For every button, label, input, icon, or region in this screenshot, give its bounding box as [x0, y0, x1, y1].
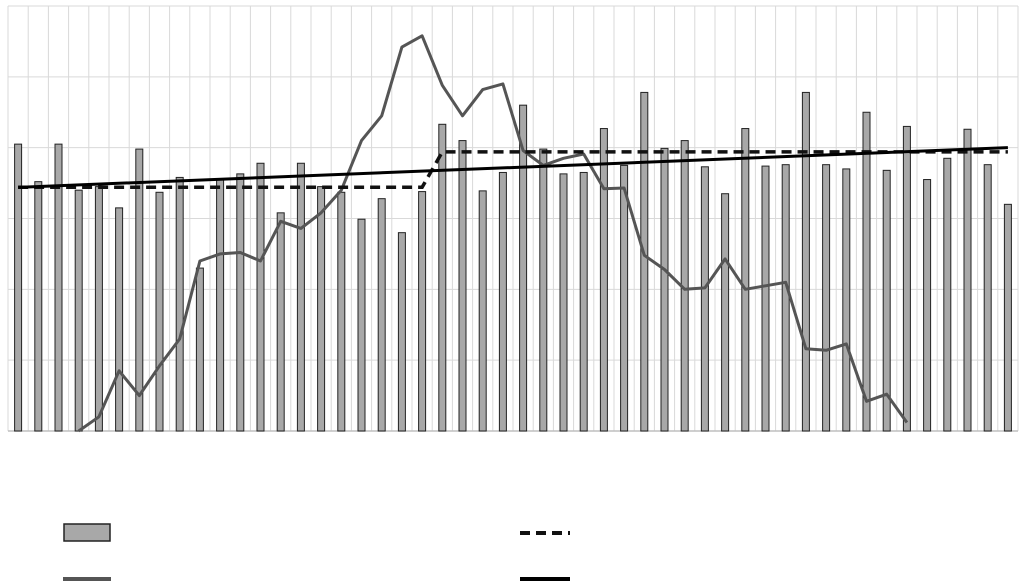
bar [397, 232, 406, 432]
bar [660, 147, 669, 432]
bar [256, 162, 265, 432]
bar [418, 191, 427, 432]
bar [34, 181, 43, 432]
bar [458, 140, 467, 432]
bar [923, 179, 932, 432]
bar [357, 218, 366, 432]
bar [700, 166, 709, 432]
bar [781, 164, 790, 432]
bar [882, 169, 891, 432]
bar [317, 186, 326, 432]
bar [195, 267, 204, 432]
bar [559, 173, 568, 432]
bar [135, 148, 144, 432]
bar [216, 179, 225, 432]
bar [983, 164, 992, 432]
bar [902, 125, 911, 432]
bar [296, 162, 305, 432]
bar [539, 148, 548, 432]
line-series-dashed [18, 150, 1008, 190]
bar [721, 193, 730, 432]
bar [478, 190, 487, 432]
bar [14, 143, 23, 432]
line-series-gray [77, 34, 909, 433]
bar [276, 212, 285, 432]
bar [862, 111, 871, 432]
line-series-group [18, 34, 1008, 433]
bar [741, 128, 750, 432]
bar [822, 164, 831, 432]
bar [438, 123, 447, 432]
bar [54, 143, 63, 432]
grid [7, 5, 1019, 432]
bar [943, 157, 952, 432]
bar [94, 186, 103, 432]
bar [963, 128, 972, 432]
bar [1003, 203, 1012, 432]
bar [377, 198, 386, 432]
legend [63, 523, 570, 581]
bar [599, 128, 608, 432]
bar [74, 189, 83, 432]
bar [761, 165, 770, 432]
bar [337, 191, 346, 432]
bar [236, 173, 245, 432]
bar [155, 191, 164, 432]
bar [519, 104, 528, 432]
bar [801, 91, 810, 432]
legend-swatch-bar [63, 523, 111, 542]
bar [579, 171, 588, 432]
bar [498, 171, 507, 432]
line-series-trend [18, 146, 1008, 189]
bar [175, 176, 184, 432]
bar [842, 168, 851, 432]
bar [115, 207, 124, 432]
bar [640, 91, 649, 432]
bar [620, 164, 629, 432]
